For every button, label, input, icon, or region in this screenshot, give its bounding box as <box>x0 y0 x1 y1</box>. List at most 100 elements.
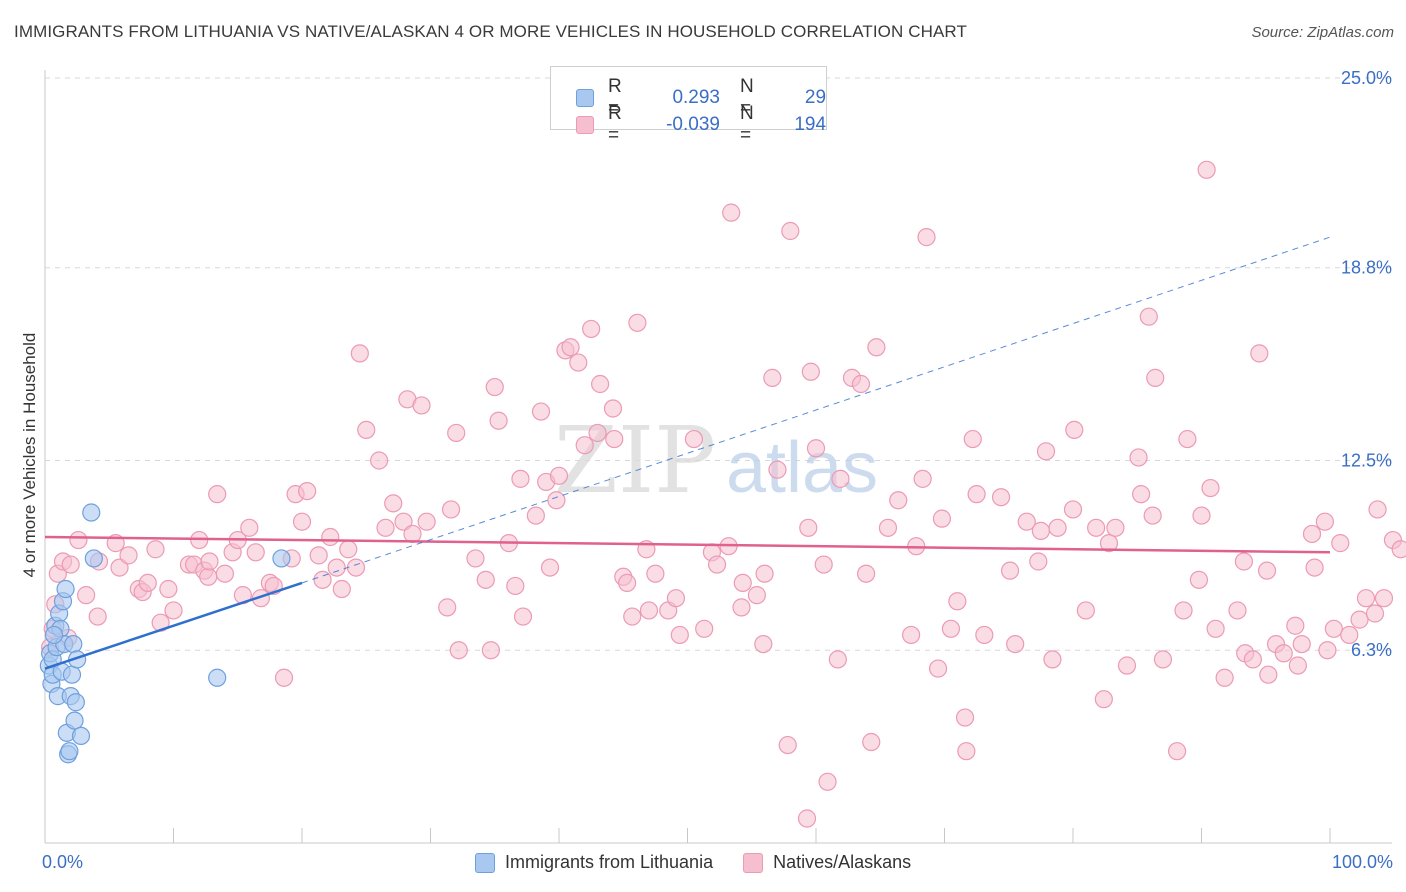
lithuania-point <box>65 711 84 730</box>
natives-point <box>327 558 346 577</box>
natives-point <box>69 530 88 550</box>
natives-point <box>957 742 976 761</box>
natives-point <box>991 488 1011 507</box>
natives-point <box>1259 665 1278 684</box>
natives-point <box>806 439 826 458</box>
natives-point <box>1274 644 1293 663</box>
natives-point <box>164 601 183 620</box>
natives-point <box>549 466 569 485</box>
natives-point <box>1043 650 1062 669</box>
natives-point <box>1305 558 1324 577</box>
natives-point <box>639 601 659 620</box>
y-tick-labels: 6.3% 12.5% 18.8% 25.0% <box>1341 68 1392 660</box>
natives-point <box>485 377 504 397</box>
natives-point <box>1250 344 1269 363</box>
natives-point <box>1391 540 1406 559</box>
n-label: N = <box>739 103 754 146</box>
natives-point <box>603 399 623 418</box>
natives-point <box>889 491 908 510</box>
natives-point <box>917 228 936 247</box>
natives-point <box>732 598 751 617</box>
natives-point <box>208 485 227 504</box>
natives-point <box>941 619 961 638</box>
natives-point <box>346 558 366 577</box>
natives-point <box>754 634 773 654</box>
natives-point <box>975 625 994 645</box>
lithuania-point <box>71 726 91 746</box>
natives-point <box>447 423 466 443</box>
natives-point <box>200 552 219 571</box>
natives-point <box>394 512 413 531</box>
natives-point <box>1315 512 1334 531</box>
natives-point <box>561 338 580 357</box>
natives-point <box>605 429 624 449</box>
pink-swatch <box>576 116 594 134</box>
natives-point <box>932 509 952 528</box>
stats-row-lithuania: R = 0.293 N = 29 <box>576 76 826 120</box>
natives-point <box>412 396 431 415</box>
natives-point <box>1076 601 1095 620</box>
natives-point <box>1063 500 1083 519</box>
natives-point <box>1201 478 1220 498</box>
natives-point <box>1324 619 1343 638</box>
natives-point <box>438 598 457 617</box>
natives-point <box>476 570 495 589</box>
natives-point <box>332 579 351 599</box>
natives-point <box>618 573 637 593</box>
natives-point <box>138 573 157 593</box>
natives-point <box>526 506 545 525</box>
natives-point <box>623 607 642 626</box>
natives-point <box>913 469 932 488</box>
natives-point <box>763 368 782 387</box>
natives-point <box>481 641 500 660</box>
natives-point <box>591 374 610 394</box>
natives-point <box>506 576 525 596</box>
natives-point <box>292 512 312 531</box>
natives-point <box>298 482 317 501</box>
natives-point <box>778 735 797 755</box>
natives-point <box>828 650 847 669</box>
natives-point <box>967 485 986 504</box>
natives-point <box>1234 552 1254 571</box>
lithuania-trend-line <box>44 581 303 670</box>
natives-point <box>722 203 741 222</box>
natives-point <box>1206 619 1225 638</box>
natives-point <box>321 527 340 547</box>
natives-point <box>569 353 588 372</box>
natives-point <box>1167 742 1187 761</box>
natives-point <box>1099 534 1119 553</box>
natives-point <box>867 338 886 357</box>
natives-point <box>199 567 218 586</box>
natives-point <box>1368 500 1387 519</box>
lithuania-point <box>62 665 82 684</box>
natives-point <box>1094 690 1113 709</box>
natives-point <box>646 564 665 583</box>
lithuania-trend-extension <box>301 236 1331 584</box>
natives-point <box>1215 668 1234 687</box>
watermark-atlas: atlas <box>726 428 878 508</box>
natives-point <box>1143 506 1162 525</box>
natives-point <box>1139 307 1158 326</box>
y-tick-label: 6.3% <box>1351 640 1392 660</box>
n-value: 194 <box>794 114 827 135</box>
natives-point <box>1017 512 1036 531</box>
lithuania-point <box>82 503 101 522</box>
natives-point <box>1286 616 1305 635</box>
natives-point <box>733 573 752 593</box>
lithuania-point <box>60 742 79 761</box>
natives-point <box>1340 625 1359 645</box>
natives-point <box>350 344 369 363</box>
natives-point <box>799 518 818 537</box>
natives-point <box>441 500 461 519</box>
x-tick-label-max: 100.0% <box>1331 852 1393 872</box>
natives-point <box>1350 610 1369 629</box>
natives-point <box>376 518 395 537</box>
natives-point <box>768 460 787 479</box>
natives-alaskans-points <box>41 160 1406 828</box>
natives-point <box>240 518 259 537</box>
natives-point <box>384 494 403 513</box>
natives-point <box>695 619 714 638</box>
natives-point <box>781 221 800 241</box>
natives-point <box>1288 656 1307 675</box>
